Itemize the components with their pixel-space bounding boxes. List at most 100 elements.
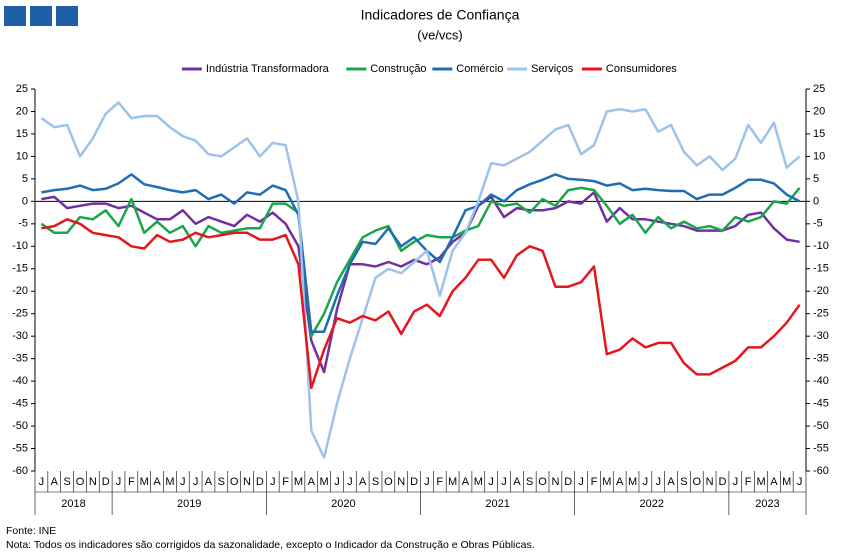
x-tick-label: J xyxy=(643,476,649,488)
x-tick-label: O xyxy=(384,476,393,488)
x-tick-label: D xyxy=(718,476,726,488)
x-tick-label: N xyxy=(397,476,405,488)
y2-tick-label: 25 xyxy=(813,83,825,95)
x-tick-label: M xyxy=(628,476,637,488)
y2-tick-label: 0 xyxy=(813,195,819,207)
y2-tick-label: -35 xyxy=(813,353,829,365)
y2-tick-label: -55 xyxy=(813,442,829,454)
source: Fonte: INE xyxy=(6,525,56,537)
y2-tick-label: -15 xyxy=(813,263,829,275)
x-tick-label: F xyxy=(282,476,289,488)
x-tick-label: S xyxy=(680,476,687,488)
year-label: 2020 xyxy=(331,498,355,510)
x-tick-label: J xyxy=(488,476,494,488)
y2-tick-label: -25 xyxy=(813,308,829,320)
x-tick-label: J xyxy=(797,476,803,488)
logo-block xyxy=(4,6,26,26)
x-tick-label: F xyxy=(128,476,135,488)
year-label: 2019 xyxy=(177,498,201,510)
y2-tick-label: -45 xyxy=(813,397,829,409)
y-tick-label: -20 xyxy=(12,285,28,297)
x-tick-label: M xyxy=(140,476,149,488)
x-tick-label: A xyxy=(51,476,59,488)
x-tick-label: S xyxy=(218,476,225,488)
year-label: 2023 xyxy=(755,498,779,510)
x-tick-label: O xyxy=(538,476,547,488)
series-line xyxy=(40,101,801,459)
x-tick-label: J xyxy=(347,476,353,488)
y-tick-label: -5 xyxy=(18,218,28,230)
x-tick-label: F xyxy=(436,476,443,488)
x-tick-label: J xyxy=(193,476,199,488)
x-tick-label: J xyxy=(334,476,340,488)
y-tick-label: -55 xyxy=(12,442,28,454)
legend-label: Comércio xyxy=(456,63,503,75)
series-line xyxy=(41,191,800,374)
x-tick-label: A xyxy=(359,476,367,488)
x-tick-label: M xyxy=(602,476,611,488)
x-tick-label: A xyxy=(513,476,521,488)
chart-subtitle: (ve/vcs) xyxy=(417,27,463,42)
x-tick-label: N xyxy=(706,476,714,488)
legend-label: Serviços xyxy=(531,63,574,75)
y-tick-label: -40 xyxy=(12,375,28,387)
logo-block xyxy=(30,6,52,26)
x-tick-label: M xyxy=(782,476,791,488)
x-tick-label: A xyxy=(205,476,213,488)
x-tick-label: A xyxy=(616,476,624,488)
y2-tick-label: -50 xyxy=(813,420,829,432)
y-tick-label: -10 xyxy=(12,240,28,252)
y-tick-label: -15 xyxy=(12,263,28,275)
y2-tick-label: 10 xyxy=(813,150,825,162)
year-label: 2018 xyxy=(61,498,85,510)
y-tick-label: -45 xyxy=(12,397,28,409)
year-label: 2021 xyxy=(485,498,509,510)
series-line xyxy=(40,186,801,338)
y-tick-label: 20 xyxy=(16,105,28,117)
x-tick-label: J xyxy=(501,476,507,488)
x-tick-label: J xyxy=(180,476,186,488)
x-tick-label: O xyxy=(76,476,85,488)
x-tick-label: F xyxy=(591,476,598,488)
x-tick-label: J xyxy=(655,476,661,488)
y2-tick-label: -20 xyxy=(813,285,829,297)
y2-tick-label: -60 xyxy=(813,465,829,477)
x-tick-label: M xyxy=(294,476,303,488)
x-tick-label: D xyxy=(564,476,572,488)
y-tick-label: -30 xyxy=(12,330,28,342)
chart-title: Indicadores de Confiança xyxy=(361,7,520,23)
x-tick-label: J xyxy=(578,476,584,488)
x-tick-label: J xyxy=(733,476,739,488)
y2-tick-label: 20 xyxy=(813,105,825,117)
x-tick-label: N xyxy=(243,476,251,488)
x-tick-label: J xyxy=(116,476,122,488)
y-tick-label: 25 xyxy=(16,83,28,95)
x-tick-label: O xyxy=(692,476,701,488)
y-tick-label: 0 xyxy=(22,195,28,207)
x-tick-label: D xyxy=(256,476,264,488)
y-tick-label: -35 xyxy=(12,353,28,365)
x-tick-label: A xyxy=(667,476,675,488)
legend-label: Consumidores xyxy=(606,63,677,75)
y-tick-label: -60 xyxy=(12,465,28,477)
y2-tick-label: 15 xyxy=(813,128,825,140)
x-tick-label: A xyxy=(153,476,161,488)
y-tick-label: -25 xyxy=(12,308,28,320)
x-tick-label: M xyxy=(474,476,483,488)
x-tick-label: M xyxy=(756,476,765,488)
x-tick-label: A xyxy=(308,476,316,488)
legend-label: Indústria Transformadora xyxy=(206,63,330,75)
x-tick-label: A xyxy=(462,476,470,488)
x-tick-label: J xyxy=(39,476,45,488)
x-tick-label: M xyxy=(165,476,174,488)
y2-tick-label: -5 xyxy=(813,218,823,230)
series-line xyxy=(41,173,801,333)
x-tick-label: M xyxy=(320,476,329,488)
y-tick-label: -50 xyxy=(12,420,28,432)
note: Nota: Todos os indicadores são corrigido… xyxy=(6,539,535,551)
y2-tick-label: 5 xyxy=(813,173,819,185)
x-tick-label: S xyxy=(63,476,70,488)
y-tick-label: 15 xyxy=(16,128,28,140)
x-tick-label: A xyxy=(770,476,778,488)
